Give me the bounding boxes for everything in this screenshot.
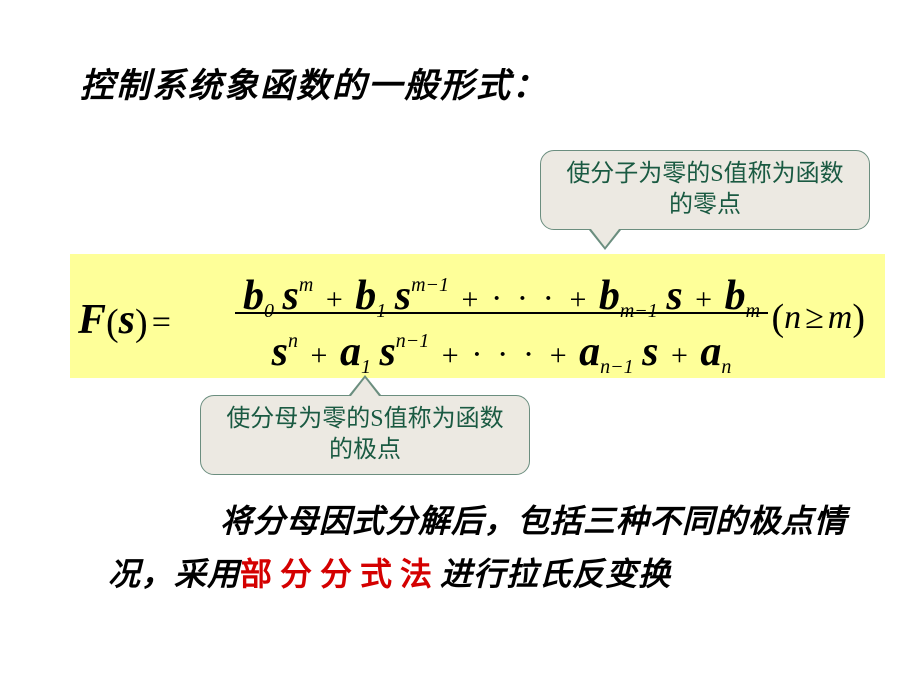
coef-bm-1: b — [599, 273, 620, 319]
coef-b1: b — [355, 273, 376, 319]
var-s: s — [283, 273, 299, 319]
var-s: s — [379, 329, 395, 375]
page-title: 控制系统象函数的一般形式： — [80, 58, 548, 107]
plus: + — [442, 339, 459, 372]
var-s: s — [395, 273, 411, 319]
coef-a1: a — [340, 329, 361, 375]
plus: + — [462, 283, 479, 316]
formula-lhs: F(s)= — [78, 296, 175, 345]
sup-m: m — [299, 274, 313, 296]
plus: + — [695, 283, 712, 316]
numerator: b0 sm + b1 sm−1 + · · · + bm−1 s + bm — [235, 260, 768, 314]
close-paren: ) — [852, 297, 865, 339]
sup-m-1: m−1 — [411, 274, 449, 296]
sup-n: n — [288, 330, 298, 352]
var-s: s — [642, 329, 658, 375]
condition: (n≥m) — [771, 296, 865, 340]
para-text-post: 进行拉氏反变换 — [440, 556, 671, 592]
fraction: b0 sm + b1 sm−1 + · · · + bm−1 s + bm sn… — [235, 260, 768, 368]
ellipsis: · · · — [491, 280, 557, 317]
sub-n-1: n−1 — [600, 356, 634, 378]
denominator: sn + a1 sn−1 + · · · + an−1 s + an — [235, 314, 768, 368]
symbol-n: n — [784, 299, 801, 336]
sub-n: n — [721, 356, 731, 378]
para-text-highlight: 部分分式法 — [240, 556, 440, 592]
symbol-F: F — [78, 297, 106, 343]
var-s: s — [272, 329, 288, 375]
sub-m: m — [746, 300, 760, 322]
plus: + — [311, 339, 328, 372]
open-paren: ( — [106, 302, 119, 344]
var-s: s — [666, 273, 682, 319]
formula-highlight-box: F(s)= b0 sm + b1 sm−1 + · · · + bm−1 s +… — [70, 254, 885, 378]
symbol-s: s — [119, 297, 135, 343]
symbol-m: m — [828, 299, 853, 336]
plus: + — [550, 339, 567, 372]
open-paren: ( — [771, 297, 784, 339]
callout-denominator-pole: 使分母为零的S值称为函数的极点 — [200, 395, 530, 475]
sup-n-1: n−1 — [396, 330, 430, 352]
ellipsis: · · · — [471, 336, 537, 373]
ge-sign: ≥ — [805, 299, 824, 336]
plus: + — [326, 283, 343, 316]
transfer-function-formula: F(s)= b0 sm + b1 sm−1 + · · · + bm−1 s +… — [70, 254, 885, 378]
callout-numerator-zero: 使分子为零的S值称为函数的零点 — [540, 150, 870, 230]
equals-sign: = — [152, 304, 171, 341]
coef-bm: b — [725, 273, 746, 319]
plus: + — [671, 339, 688, 372]
coef-b0: b — [243, 273, 264, 319]
explanation-paragraph: 将分母因式分解后，包括三种不同的极点情况，采用部分分式法进行拉氏反变换 — [108, 495, 868, 601]
plus: + — [569, 283, 586, 316]
close-paren: ) — [135, 302, 148, 344]
coef-an: a — [700, 329, 721, 375]
coef-an-1: a — [579, 329, 600, 375]
